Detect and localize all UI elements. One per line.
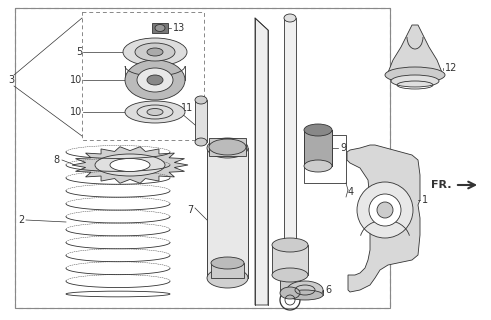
Ellipse shape	[209, 139, 246, 155]
Text: 3: 3	[8, 75, 14, 85]
Bar	[209, 138, 246, 156]
Ellipse shape	[272, 238, 308, 252]
Ellipse shape	[195, 96, 207, 104]
Ellipse shape	[135, 43, 175, 61]
Ellipse shape	[195, 138, 207, 146]
Text: 1: 1	[422, 195, 428, 205]
Text: 9: 9	[340, 143, 346, 153]
Ellipse shape	[304, 124, 332, 136]
Ellipse shape	[385, 67, 445, 83]
Text: 5: 5	[76, 47, 82, 57]
Ellipse shape	[287, 281, 323, 299]
Text: 4: 4	[348, 187, 354, 197]
Bar	[211, 263, 244, 278]
Ellipse shape	[110, 158, 150, 172]
Ellipse shape	[147, 75, 163, 85]
Bar	[15, 8, 390, 308]
Bar	[304, 135, 346, 183]
Text: 2: 2	[18, 215, 24, 225]
Text: 8: 8	[54, 155, 60, 165]
Ellipse shape	[357, 182, 413, 238]
Text: 6: 6	[325, 285, 331, 295]
Text: 7: 7	[187, 205, 193, 215]
Ellipse shape	[280, 287, 300, 299]
Ellipse shape	[137, 68, 173, 92]
Text: 13: 13	[173, 23, 185, 33]
Polygon shape	[255, 18, 268, 305]
Bar	[272, 245, 308, 275]
Ellipse shape	[125, 60, 185, 100]
Text: 10: 10	[70, 107, 82, 117]
Ellipse shape	[155, 25, 165, 31]
Ellipse shape	[284, 14, 296, 22]
Bar	[284, 18, 296, 255]
Text: 10: 10	[70, 75, 82, 85]
Ellipse shape	[95, 154, 165, 176]
Text: 11: 11	[181, 103, 193, 113]
Bar	[152, 23, 168, 33]
Text: 12: 12	[445, 63, 458, 73]
Ellipse shape	[211, 257, 244, 269]
Bar	[15, 8, 390, 308]
Polygon shape	[387, 25, 443, 75]
Ellipse shape	[369, 194, 401, 226]
Ellipse shape	[287, 290, 323, 300]
Ellipse shape	[147, 48, 163, 56]
Ellipse shape	[391, 75, 439, 87]
Ellipse shape	[304, 160, 332, 172]
Ellipse shape	[272, 268, 308, 282]
Polygon shape	[347, 145, 420, 292]
Bar	[195, 100, 207, 142]
Ellipse shape	[125, 101, 185, 123]
Ellipse shape	[207, 268, 248, 288]
Bar	[82, 12, 204, 140]
Bar	[280, 275, 300, 293]
Ellipse shape	[147, 108, 163, 116]
Text: FR.: FR.	[432, 180, 452, 190]
Ellipse shape	[377, 202, 393, 218]
Polygon shape	[72, 147, 188, 183]
Ellipse shape	[123, 38, 187, 66]
Ellipse shape	[207, 138, 248, 158]
Bar	[207, 148, 248, 278]
Bar	[304, 130, 332, 166]
